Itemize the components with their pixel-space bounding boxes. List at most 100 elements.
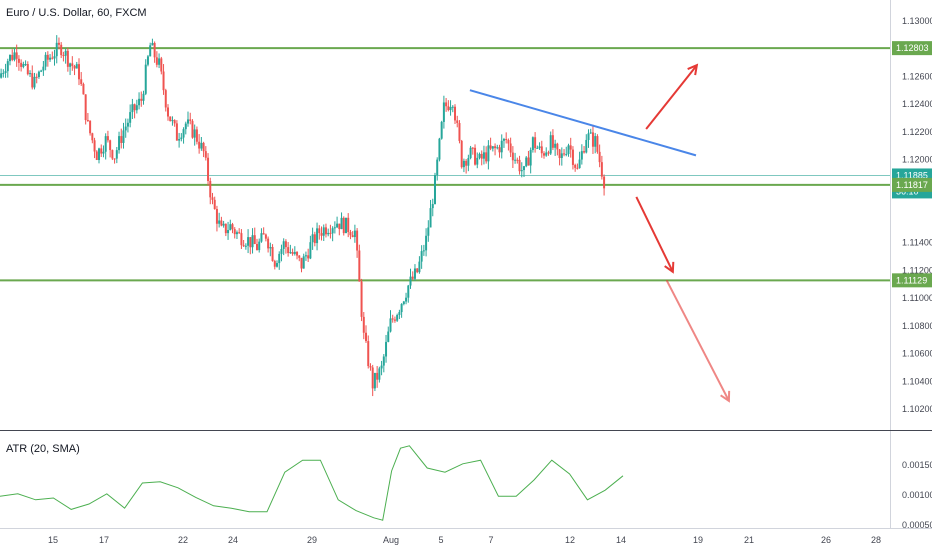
candle-body bbox=[133, 104, 136, 111]
candle-body bbox=[209, 180, 212, 198]
candle-body bbox=[442, 102, 445, 122]
candle-body bbox=[102, 151, 105, 154]
time-tick-label: 19 bbox=[693, 535, 703, 545]
candle-body bbox=[158, 58, 161, 65]
candle-body bbox=[49, 57, 52, 60]
candle-body bbox=[11, 54, 14, 60]
candle-body bbox=[509, 143, 512, 153]
candle-body bbox=[393, 319, 396, 321]
candle-body bbox=[505, 138, 508, 141]
candle-body bbox=[124, 126, 127, 131]
candle-body bbox=[360, 281, 363, 317]
time-tick-label: 28 bbox=[871, 535, 881, 545]
candle-body bbox=[338, 223, 341, 230]
candle-body bbox=[405, 297, 408, 302]
time-tick-label: 12 bbox=[565, 535, 575, 545]
arrow-shaft bbox=[665, 279, 730, 402]
candles bbox=[0, 35, 606, 397]
candle-body bbox=[244, 245, 247, 247]
candle-body bbox=[95, 151, 98, 161]
candle-body bbox=[235, 232, 238, 235]
candle-body bbox=[151, 42, 154, 46]
candle-body bbox=[598, 151, 601, 163]
candle-body bbox=[304, 255, 307, 257]
candle-body bbox=[480, 153, 483, 159]
candle-body bbox=[545, 152, 548, 156]
candle-body bbox=[458, 123, 461, 141]
atr-tick-label: 0.00050 bbox=[902, 520, 932, 530]
candle-body bbox=[37, 71, 40, 78]
candle-body bbox=[518, 159, 521, 172]
candle-body bbox=[166, 107, 169, 117]
candle-body bbox=[329, 232, 332, 234]
candle-body bbox=[142, 93, 145, 101]
candle-body bbox=[84, 94, 87, 121]
arrow-shaft bbox=[645, 64, 698, 130]
candle-body bbox=[351, 235, 354, 238]
candle-body bbox=[60, 44, 63, 56]
candle-body bbox=[411, 276, 414, 279]
candle-body bbox=[467, 158, 470, 166]
candle-body bbox=[193, 129, 196, 138]
projection-arrow bbox=[645, 63, 699, 130]
candle-body bbox=[385, 341, 388, 357]
candle-body bbox=[340, 217, 343, 230]
candle-body bbox=[135, 105, 138, 111]
candle-body bbox=[318, 228, 321, 234]
candle-body bbox=[24, 64, 27, 66]
candle-body bbox=[449, 107, 452, 111]
candle-body bbox=[396, 314, 399, 321]
candle-body bbox=[540, 146, 543, 154]
candle-body bbox=[260, 233, 263, 242]
candle-body bbox=[320, 233, 323, 236]
candle-body bbox=[200, 142, 203, 149]
candle-body bbox=[547, 152, 550, 154]
descending-trendline bbox=[469, 89, 697, 157]
candle-body bbox=[429, 208, 432, 228]
candle-body bbox=[358, 250, 361, 282]
candle-body bbox=[227, 230, 230, 234]
atr-tick-label: 0.00100 bbox=[902, 490, 932, 500]
candle-body bbox=[407, 285, 410, 298]
candle-body bbox=[347, 217, 350, 233]
candle-body bbox=[576, 167, 579, 169]
candle-body bbox=[556, 143, 559, 150]
candle-body bbox=[164, 90, 167, 108]
candle-body bbox=[327, 232, 330, 235]
time-tick-label: 15 bbox=[48, 535, 58, 545]
candle-body bbox=[238, 232, 241, 234]
candle-body bbox=[563, 153, 566, 155]
current-price-badge: 1.11885 bbox=[896, 170, 928, 180]
candle-body bbox=[73, 65, 76, 69]
candle-body bbox=[247, 237, 250, 246]
candle-body bbox=[571, 149, 574, 165]
candle-body bbox=[534, 137, 537, 149]
candle-body bbox=[324, 227, 327, 235]
candle-body bbox=[198, 141, 201, 149]
candle-body bbox=[115, 150, 118, 159]
candle-body bbox=[15, 52, 18, 59]
candle-body bbox=[514, 159, 517, 161]
candle-body bbox=[356, 230, 359, 251]
arrow-head bbox=[720, 390, 731, 403]
price-tick-label: 1.12200 bbox=[902, 127, 932, 137]
candle-body bbox=[531, 137, 534, 150]
candle-body bbox=[182, 129, 185, 138]
candle-body bbox=[93, 140, 96, 152]
candle-body bbox=[418, 261, 421, 273]
candle-body bbox=[333, 227, 336, 229]
candle-body bbox=[496, 147, 499, 149]
candle-body bbox=[507, 140, 510, 144]
candle-body bbox=[516, 159, 519, 161]
candle-body bbox=[469, 147, 472, 159]
candle-body bbox=[9, 54, 12, 62]
candle-body bbox=[187, 119, 190, 124]
candle-body bbox=[149, 45, 152, 57]
candle-body bbox=[589, 132, 592, 134]
candle-body bbox=[378, 368, 381, 380]
candle-body bbox=[313, 234, 316, 244]
candle-body bbox=[322, 227, 325, 236]
support-price-badge-bg bbox=[892, 177, 932, 192]
candle-body bbox=[382, 356, 385, 366]
